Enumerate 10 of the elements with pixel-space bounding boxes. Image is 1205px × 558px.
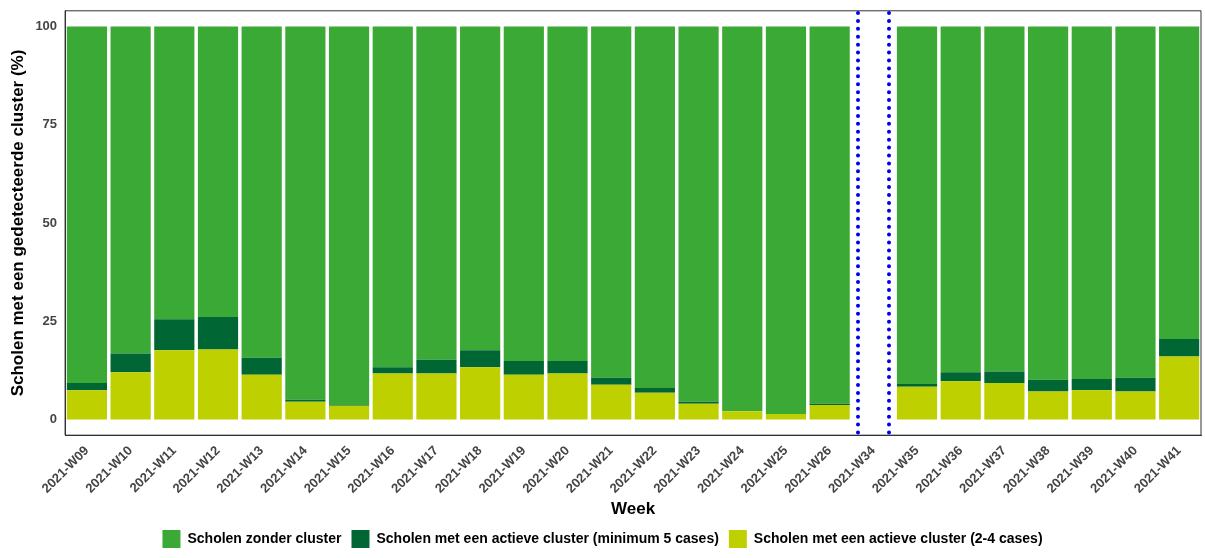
y-axis-title: Scholen met een gedetecteerde cluster (%) [7, 49, 27, 397]
y-tick-label: 25 [42, 312, 58, 328]
y-tick-label: 100 [35, 18, 58, 34]
y-tick-label: 0 [49, 411, 58, 427]
legend-label: Scholen met een actieve cluster (minimum 5 cases) [376, 529, 719, 546]
x-axis-title: Week [610, 499, 656, 519]
legend-label: Scholen met een actieve cluster (2-4 cases) [753, 529, 1043, 546]
y-tick-label: 50 [42, 214, 58, 230]
legend-label: Scholen zonder cluster [187, 529, 343, 546]
y-tick-label: 75 [42, 116, 58, 132]
